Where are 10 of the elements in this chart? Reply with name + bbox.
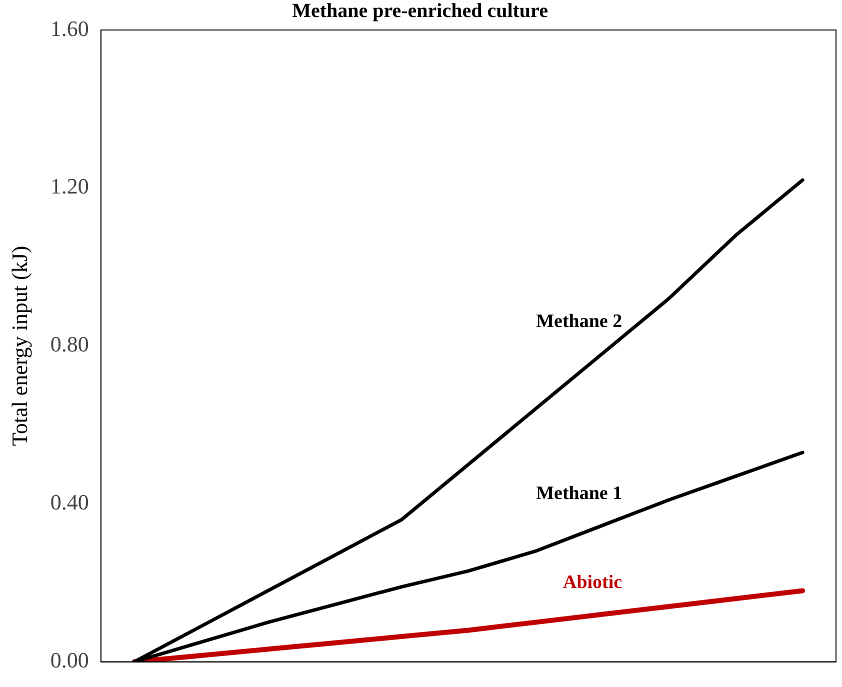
y-tick-label: 0.80 <box>50 332 89 357</box>
series-label: Abiotic <box>562 572 622 593</box>
y-tick-label: 1.60 <box>50 16 89 41</box>
series-label: Methane 2 <box>536 311 622 332</box>
y-axis-title: Total energy input (kJ) <box>6 246 32 446</box>
y-tick-label: 1.20 <box>50 174 89 199</box>
y-tick-label: 0.40 <box>50 490 89 515</box>
chart-title: Methane pre-enriched culture <box>292 0 548 22</box>
series-label: Methane 1 <box>536 482 622 504</box>
y-tick-label: 0.00 <box>50 648 89 673</box>
